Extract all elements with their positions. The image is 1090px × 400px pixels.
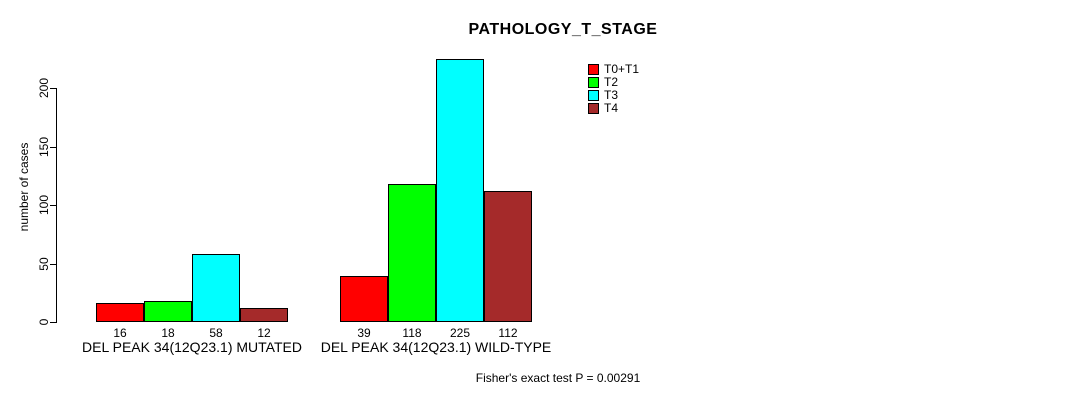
legend: T0+T1 T2 T3 T4 [588, 62, 640, 116]
stat-annotation: Fisher's exact test P = 0.00291 [475, 371, 641, 385]
bar-value-label: 16 [113, 326, 127, 340]
bar-t3-group1 [192, 254, 240, 322]
legend-item: T0+T1 [588, 62, 640, 76]
bar-value-label: 39 [357, 326, 371, 340]
y-tick-label: 200 [37, 77, 51, 99]
y-tick-label: 0 [37, 318, 51, 326]
y-tick-mark [50, 322, 56, 323]
y-tick-label: 150 [37, 136, 51, 158]
category-label: DEL PEAK 34(12Q23.1) MUTATED [82, 339, 302, 355]
legend-label: T2 [604, 75, 619, 89]
y-tick-label: 100 [37, 194, 51, 216]
legend-label: T4 [604, 101, 619, 115]
bar-t2-group1 [144, 301, 192, 322]
bar-t4-group1 [240, 308, 288, 322]
legend-item: T4 [588, 101, 639, 115]
bar-value-label: 12 [257, 326, 271, 340]
bar-t4-group2 [484, 191, 532, 322]
category-label: DEL PEAK 34(12Q23.1) WILD-TYPE [320, 339, 552, 355]
y-tick-mark [50, 147, 56, 148]
legend-swatch-icon [588, 77, 599, 88]
bar-t3-group2 [436, 59, 484, 322]
legend-label: T3 [604, 88, 619, 102]
bar-value-label: 118 [402, 326, 422, 340]
legend-item: T2 [588, 75, 639, 89]
y-axis-title: number of cases [17, 142, 31, 232]
bar-t0-t1-group2 [340, 276, 388, 322]
y-tick-mark [50, 264, 56, 265]
bar-value-label: 18 [161, 326, 175, 340]
legend-swatch-icon [588, 64, 599, 75]
legend-swatch-icon [588, 103, 599, 114]
y-axis-line [56, 88, 57, 323]
y-tick-mark [50, 205, 56, 206]
legend-item: T3 [588, 88, 639, 102]
y-tick-mark [50, 88, 56, 89]
bar-value-label: 112 [498, 326, 518, 340]
legend-label: T0+T1 [604, 62, 640, 76]
bar-value-label: 58 [209, 326, 223, 340]
chart-title: PATHOLOGY_T_STAGE [468, 21, 658, 38]
bar-value-label: 225 [449, 326, 471, 340]
bar-t2-group2 [388, 184, 436, 322]
y-tick-label: 50 [37, 257, 51, 271]
legend-swatch-icon [588, 90, 599, 101]
bar-t0-t1-group1 [96, 303, 144, 322]
